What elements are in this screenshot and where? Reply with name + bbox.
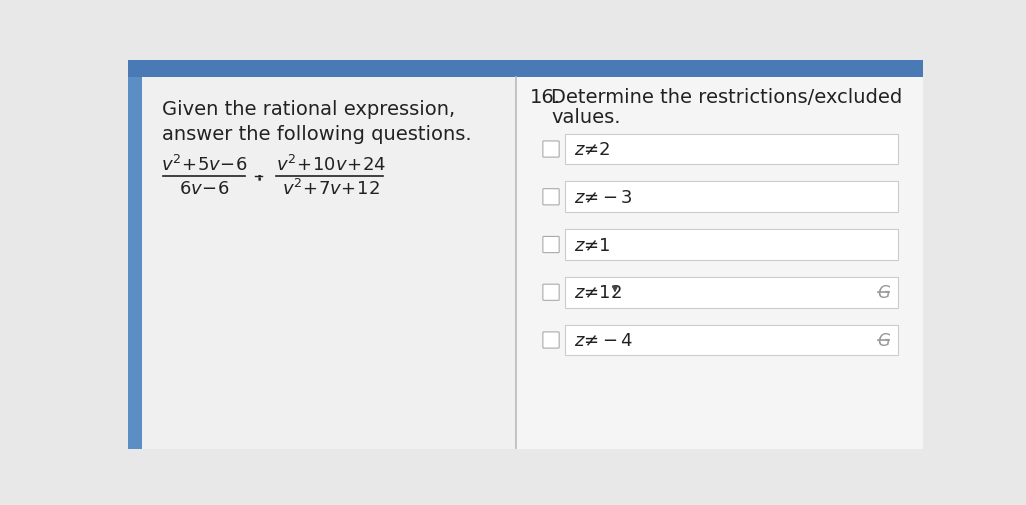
FancyBboxPatch shape bbox=[564, 277, 898, 308]
FancyBboxPatch shape bbox=[128, 61, 923, 77]
Text: G: G bbox=[877, 284, 891, 301]
Text: answer the following questions.: answer the following questions. bbox=[161, 124, 471, 143]
FancyBboxPatch shape bbox=[543, 332, 559, 348]
FancyBboxPatch shape bbox=[543, 142, 559, 158]
Text: $v^2\!+\!10v\!+\!24$: $v^2\!+\!10v\!+\!24$ bbox=[276, 155, 386, 174]
Text: $v^2\!+\!7v\!+\!12$: $v^2\!+\!7v\!+\!12$ bbox=[281, 179, 380, 199]
FancyBboxPatch shape bbox=[564, 230, 898, 261]
Text: $\boldsymbol{\cdot}$: $\boldsymbol{\cdot}$ bbox=[255, 168, 262, 182]
FancyBboxPatch shape bbox=[543, 285, 559, 301]
Text: $z ≠ 2$: $z ≠ 2$ bbox=[574, 141, 610, 159]
FancyBboxPatch shape bbox=[143, 77, 516, 449]
Text: $z ≠ 1$: $z ≠ 1$ bbox=[574, 236, 610, 254]
FancyBboxPatch shape bbox=[564, 325, 898, 356]
Text: 16.: 16. bbox=[529, 88, 560, 107]
FancyBboxPatch shape bbox=[543, 237, 559, 253]
Text: $6v\!-\!6$: $6v\!-\!6$ bbox=[179, 180, 230, 198]
Text: $v^2\!+\!5v\!-\!6$: $v^2\!+\!5v\!-\!6$ bbox=[161, 155, 247, 174]
Text: $z ≠ −3$: $z ≠ −3$ bbox=[574, 188, 633, 207]
FancyBboxPatch shape bbox=[128, 77, 143, 449]
Text: $\boldsymbol{\cdot}$: $\boldsymbol{\cdot}$ bbox=[255, 171, 262, 185]
Text: $z ≠ −4$: $z ≠ −4$ bbox=[574, 331, 633, 349]
Text: Given the rational expression,: Given the rational expression, bbox=[161, 100, 455, 119]
Text: G: G bbox=[877, 331, 891, 349]
FancyBboxPatch shape bbox=[543, 189, 559, 206]
FancyBboxPatch shape bbox=[564, 182, 898, 213]
FancyBboxPatch shape bbox=[564, 134, 898, 165]
FancyBboxPatch shape bbox=[516, 77, 923, 449]
Text: $z ≠ 12$: $z ≠ 12$ bbox=[574, 284, 622, 301]
Text: Determine the restrictions/excluded: Determine the restrictions/excluded bbox=[551, 88, 903, 107]
Text: values.: values. bbox=[551, 108, 621, 126]
